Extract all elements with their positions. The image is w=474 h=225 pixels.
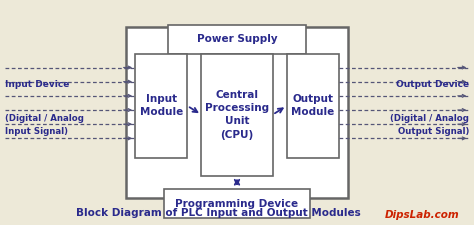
Text: DipsLab.com: DipsLab.com (385, 211, 460, 220)
Text: Input Device: Input Device (5, 80, 69, 89)
Bar (135, 54, 187, 158)
Bar (168, 25, 306, 54)
Text: Output Signal): Output Signal) (398, 127, 469, 136)
Text: Block Diagram of PLC Input and Output Modules: Block Diagram of PLC Input and Output Mo… (76, 208, 360, 218)
Text: Central
Processing
Unit
(CPU): Central Processing Unit (CPU) (205, 90, 269, 140)
Text: (Digital / Analog: (Digital / Analog (5, 114, 83, 123)
Text: Output Device: Output Device (396, 80, 469, 89)
Text: Input
Module: Input Module (139, 94, 183, 117)
Bar (287, 54, 339, 158)
Bar (164, 189, 310, 218)
Text: (Digital / Analog: (Digital / Analog (391, 114, 469, 123)
Text: Output
Module: Output Module (291, 94, 335, 117)
Text: Input Signal): Input Signal) (5, 127, 68, 136)
Text: Programming Device: Programming Device (175, 199, 299, 209)
Text: Power Supply: Power Supply (197, 34, 277, 44)
Bar (201, 54, 273, 176)
Bar (126, 27, 348, 198)
